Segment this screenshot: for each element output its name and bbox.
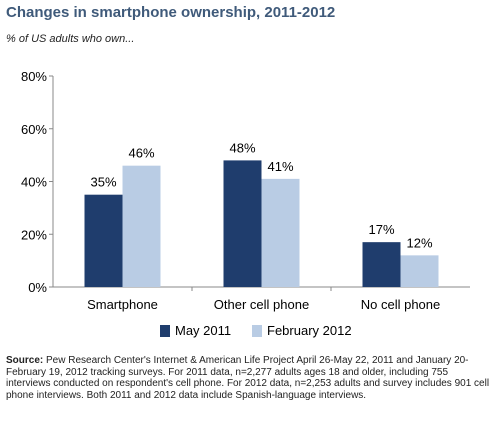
legend-label: May 2011 [175,323,232,338]
data-label: 17% [368,222,394,237]
bar [223,160,262,287]
data-label: 48% [229,140,255,155]
category-label: Smartphone [87,297,158,312]
y-tick-label: 80% [21,69,47,84]
bar [84,194,123,287]
legend-swatch [160,324,170,337]
data-label: 12% [406,235,432,250]
bar [362,242,401,287]
source-text: Pew Research Center's Internet & America… [6,355,490,401]
bar [400,255,439,287]
data-label: 35% [90,175,116,190]
legend-item: February 2012 [252,323,352,338]
bar [261,178,300,287]
source-note: Source: Pew Research Center's Internet &… [6,355,490,401]
chart-legend: May 2011 February 2012 [0,323,494,345]
chart-title: Changes in smartphone ownership, 2011-20… [6,4,336,21]
y-tick-label: 0% [28,280,47,295]
bar [122,165,161,287]
y-tick-label: 60% [21,122,47,137]
data-label: 46% [128,146,154,161]
category-label: No cell phone [361,297,441,312]
y-tick-label: 40% [21,175,47,190]
source-label: Source: [6,355,44,366]
y-tick-label: 20% [21,227,47,242]
legend-item: May 2011 [160,323,231,338]
legend-swatch [252,324,262,337]
data-label: 41% [267,159,293,174]
chart-subtitle: % of US adults who own... [6,33,135,45]
legend-label: February 2012 [267,323,352,338]
bar-chart: 0% 20% 40% 60% 80% 35% 46% Smartphone 48% 41% Othe… [21,69,470,312]
category-label: Other cell phone [214,297,309,312]
